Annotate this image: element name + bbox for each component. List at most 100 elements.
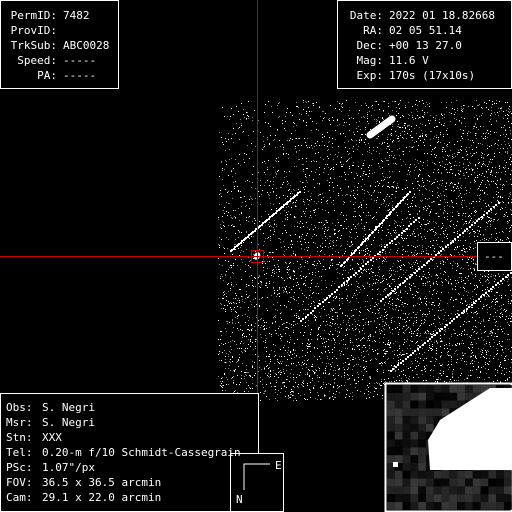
star-pixel [306, 177, 307, 178]
star-pixel [407, 217, 408, 218]
star-pixel [426, 358, 427, 359]
star-pixel [452, 374, 453, 375]
star-pixel [286, 365, 287, 366]
star-pixel [494, 156, 495, 157]
star-pixel [495, 279, 496, 280]
star-pixel [239, 384, 240, 385]
star-pixel [249, 216, 250, 217]
star-pixel [442, 147, 443, 148]
star-pixel [235, 244, 236, 245]
star-pixel [332, 309, 333, 310]
star-pixel [449, 381, 450, 382]
star-pixel [241, 250, 242, 251]
star-pixel [325, 325, 326, 326]
star-pixel [448, 247, 449, 248]
star-pixel [233, 142, 234, 143]
star-pixel [241, 206, 242, 207]
star-pixel [301, 271, 302, 272]
star-pixel [331, 318, 332, 319]
star-pixel [235, 317, 236, 318]
star-pixel [456, 188, 457, 189]
star-pixel [495, 167, 496, 168]
star-pixel [496, 298, 497, 299]
star-pixel [255, 346, 256, 347]
star-pixel [354, 365, 355, 366]
star-pixel [367, 240, 368, 241]
star-pixel [324, 396, 325, 397]
star-pixel [398, 369, 399, 370]
star-pixel [298, 284, 299, 285]
star-pixel [354, 208, 355, 209]
star-pixel [427, 253, 428, 254]
star-pixel [476, 133, 477, 134]
star-pixel [327, 222, 328, 223]
star-pixel [381, 204, 382, 205]
star-pixel [279, 296, 280, 297]
star-pixel [433, 117, 434, 118]
star-pixel [446, 189, 447, 190]
star-pixel [314, 373, 315, 374]
star-pixel [490, 221, 491, 222]
star-pixel [420, 335, 421, 336]
star-pixel [459, 273, 460, 274]
star-pixel [372, 285, 373, 286]
star-pixel [353, 295, 354, 296]
star-pixel [291, 297, 292, 298]
star-pixel [273, 287, 274, 288]
star-pixel [286, 269, 287, 270]
star-pixel [283, 323, 284, 324]
star-pixel [410, 288, 411, 289]
star-pixel [408, 170, 409, 171]
star-pixel [363, 345, 364, 346]
star-pixel [233, 302, 234, 303]
star-pixel [484, 275, 485, 276]
star-pixel [413, 119, 414, 120]
star-pixel [364, 184, 365, 185]
star-pixel [290, 138, 291, 139]
star-pixel [366, 258, 367, 259]
star-pixel [471, 342, 472, 343]
star-pixel [376, 202, 377, 203]
star-pixel [276, 272, 277, 273]
star-pixel [245, 322, 246, 323]
star-pixel [288, 247, 289, 248]
star-pixel [273, 370, 274, 371]
star-pixel [446, 145, 447, 146]
star-pixel [368, 269, 369, 270]
star-pixel [473, 126, 474, 127]
star-pixel [465, 213, 466, 214]
star-pixel [287, 379, 288, 380]
star-pixel [454, 330, 455, 331]
star-pixel [278, 103, 279, 104]
star-pixel [479, 195, 480, 196]
star-pixel [501, 127, 502, 128]
star-pixel [239, 300, 240, 301]
star-pixel [235, 293, 236, 294]
star-pixel [273, 269, 274, 270]
star-pixel [422, 194, 423, 195]
star-pixel [223, 222, 224, 223]
star-pixel [455, 344, 456, 345]
star-pixel [399, 325, 400, 326]
star-pixel [410, 328, 411, 329]
star-pixel [380, 255, 381, 256]
star-pixel [444, 345, 445, 346]
star-pixel [271, 334, 272, 335]
star-pixel [464, 290, 465, 291]
star-pixel [293, 296, 294, 297]
star-pixel [506, 368, 507, 369]
star-pixel [286, 232, 287, 233]
star-pixel [359, 287, 360, 288]
star-pixel [439, 373, 440, 374]
star-pixel [293, 395, 294, 396]
star-pixel [343, 133, 344, 134]
star-pixel [319, 356, 320, 357]
star-pixel [290, 297, 291, 298]
star-pixel [334, 309, 335, 310]
star-pixel [373, 279, 374, 280]
star-pixel [499, 306, 500, 307]
star-pixel [220, 381, 221, 382]
star-pixel [229, 267, 230, 268]
star-pixel [472, 296, 473, 297]
star-pixel [239, 214, 240, 215]
